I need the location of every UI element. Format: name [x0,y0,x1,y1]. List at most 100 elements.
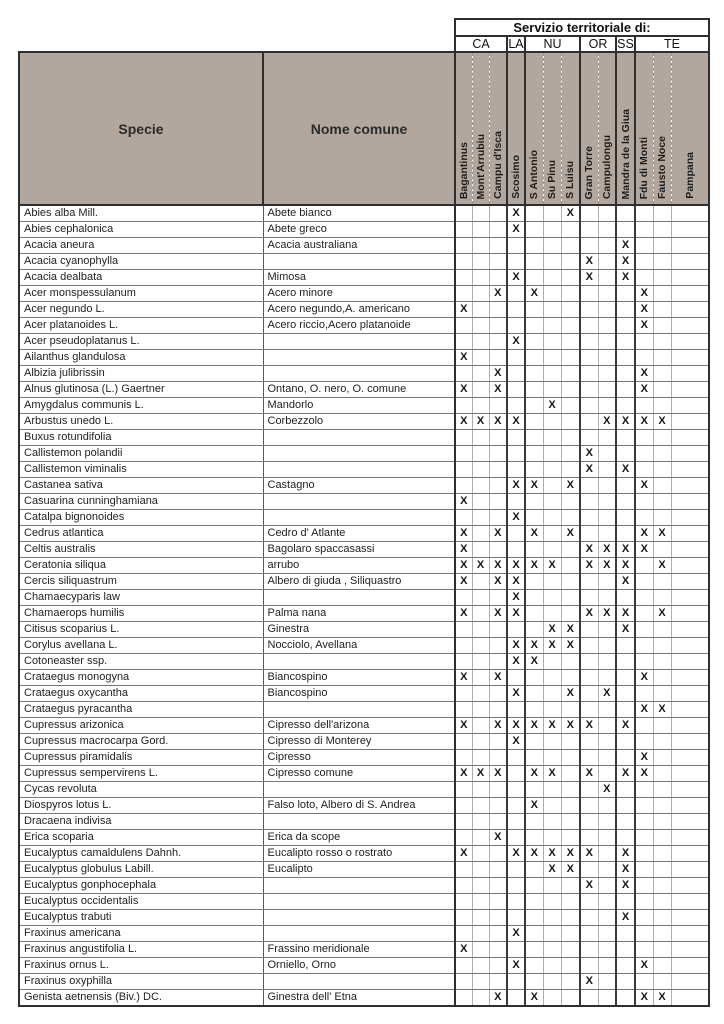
empty-mark-cell [597,445,616,462]
empty-mark-cell [579,733,598,750]
species-cell: Ceratonia siliqua [18,557,264,574]
empty-mark-cell [506,765,525,782]
empty-mark-cell [634,717,653,734]
empty-mark-cell [560,749,580,766]
empty-mark-cell [652,765,671,782]
empty-mark-cell [670,365,710,382]
presence-mark-cell: X [560,717,580,734]
presence-mark-cell: X [597,541,616,558]
empty-mark-cell [560,781,580,798]
empty-mark-cell [454,989,472,1007]
empty-mark-cell [471,893,489,910]
empty-mark-cell [488,237,507,254]
presence-mark-cell: X [560,861,580,878]
empty-mark-cell [488,781,507,798]
empty-mark-cell [488,461,507,478]
empty-mark-cell [579,813,598,830]
empty-mark-cell [542,733,561,750]
common-name-cell [263,877,456,894]
empty-mark-cell [542,573,561,590]
presence-mark-cell: X [560,525,580,542]
empty-mark-cell [670,701,710,718]
empty-mark-cell [454,589,472,606]
empty-mark-cell [454,317,472,334]
station-label: S Luisu [564,161,576,199]
empty-mark-cell [634,909,653,926]
presence-mark-cell: X [542,557,561,574]
empty-mark-cell [542,237,561,254]
species-cell: Genista aetnensis (Biv.) DC. [18,989,264,1007]
empty-mark-cell [670,845,710,862]
species-cell: Acacia aneura [18,237,264,254]
presence-mark-cell: X [454,413,472,430]
presence-mark-cell: X [454,381,472,398]
empty-mark-cell [670,525,710,542]
empty-mark-cell [560,925,580,942]
presence-mark-cell: X [488,381,507,398]
empty-mark-cell [471,717,489,734]
empty-mark-cell [579,493,598,510]
table-row: Eucalyptus occidentalis [18,893,710,910]
station-header-s-antonio: S Antonio [524,51,543,206]
empty-mark-cell [524,925,543,942]
empty-mark-cell [615,285,635,302]
species-cell: Cupressus sempervirens L. [18,765,264,782]
empty-mark-cell [454,861,472,878]
presence-mark-cell: X [524,845,543,862]
species-cell: Diospyros lotus L. [18,797,264,814]
common-name-cell [263,973,456,990]
empty-mark-cell [488,493,507,510]
empty-mark-cell [652,957,671,974]
empty-mark-cell [524,509,543,526]
empty-mark-cell [524,301,543,318]
empty-mark-cell [634,557,653,574]
table-row: Crataegus monogyna Biancospino X X X [18,669,710,686]
station-label: Pampana [683,152,696,199]
presence-mark-cell: X [615,845,635,862]
species-cell: Cupressus piramidalis [18,749,264,766]
empty-mark-cell [652,221,671,238]
empty-mark-cell [506,909,525,926]
empty-mark-cell [560,541,580,558]
empty-mark-cell [634,221,653,238]
empty-mark-cell [579,589,598,606]
empty-mark-cell [454,621,472,638]
empty-mark-cell [524,749,543,766]
empty-mark-cell [542,381,561,398]
empty-mark-cell [652,253,671,270]
empty-mark-cell [488,941,507,958]
empty-mark-cell [524,461,543,478]
empty-mark-cell [506,365,525,382]
empty-mark-cell [670,589,710,606]
empty-mark-cell [597,333,616,350]
empty-mark-cell [670,877,710,894]
table-row: Genista aetnensis (Biv.) DC. Ginestra del… [18,989,710,1007]
presence-mark-cell: X [542,717,561,734]
empty-mark-cell [670,861,710,878]
species-cell: Acer monspessulanum [18,285,264,302]
empty-mark-cell [652,749,671,766]
empty-mark-cell [634,493,653,510]
species-cell: Corylus avellana L. [18,637,264,654]
service-header-row: Servizio territoriale di: [19,18,710,37]
empty-mark-cell [471,285,489,302]
common-name-cell: Eucalipto rosso o rostrato [263,845,456,862]
empty-mark-cell [471,941,489,958]
station-header-bagantinus: Bagantinus [454,51,472,206]
presence-mark-cell: X [579,445,598,462]
empty-mark-cell [597,221,616,238]
empty-mark-cell [471,653,489,670]
empty-mark-cell [670,301,710,318]
territory-group-la: LA [506,35,526,53]
empty-mark-cell [634,925,653,942]
table-row: Diospyros lotus L. Falso loto, Albero di … [18,797,710,814]
empty-mark-cell [560,813,580,830]
empty-mark-cell [652,845,671,862]
empty-mark-cell [560,221,580,238]
empty-mark-cell [560,733,580,750]
common-name-cell: Acero minore [263,285,456,302]
presence-mark-cell: X [615,237,635,254]
station-label: Su Pinu [545,159,558,199]
species-cell: Acer platanoides L. [18,317,264,334]
empty-mark-cell [652,573,671,590]
